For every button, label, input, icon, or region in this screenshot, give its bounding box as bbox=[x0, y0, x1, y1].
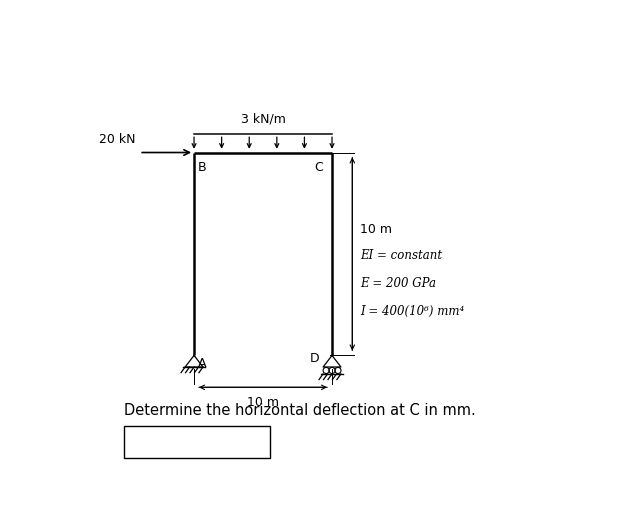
Text: C: C bbox=[313, 161, 322, 173]
Text: 20 kN: 20 kN bbox=[99, 133, 135, 147]
Text: Determine the horizontal deflection at C in mm.: Determine the horizontal deflection at C… bbox=[125, 403, 476, 418]
Text: 10 m: 10 m bbox=[360, 223, 392, 236]
Text: E = 200 GPa: E = 200 GPa bbox=[360, 277, 437, 290]
Text: 10 m: 10 m bbox=[247, 396, 279, 409]
Text: 3 kN/m: 3 kN/m bbox=[241, 112, 286, 125]
Text: EI = constant: EI = constant bbox=[360, 249, 442, 262]
Text: A: A bbox=[198, 357, 207, 370]
Bar bbox=[125, 426, 270, 457]
Text: D: D bbox=[310, 352, 319, 365]
Text: I = 400(10⁶) mm⁴: I = 400(10⁶) mm⁴ bbox=[360, 305, 465, 318]
Text: B: B bbox=[198, 161, 207, 173]
